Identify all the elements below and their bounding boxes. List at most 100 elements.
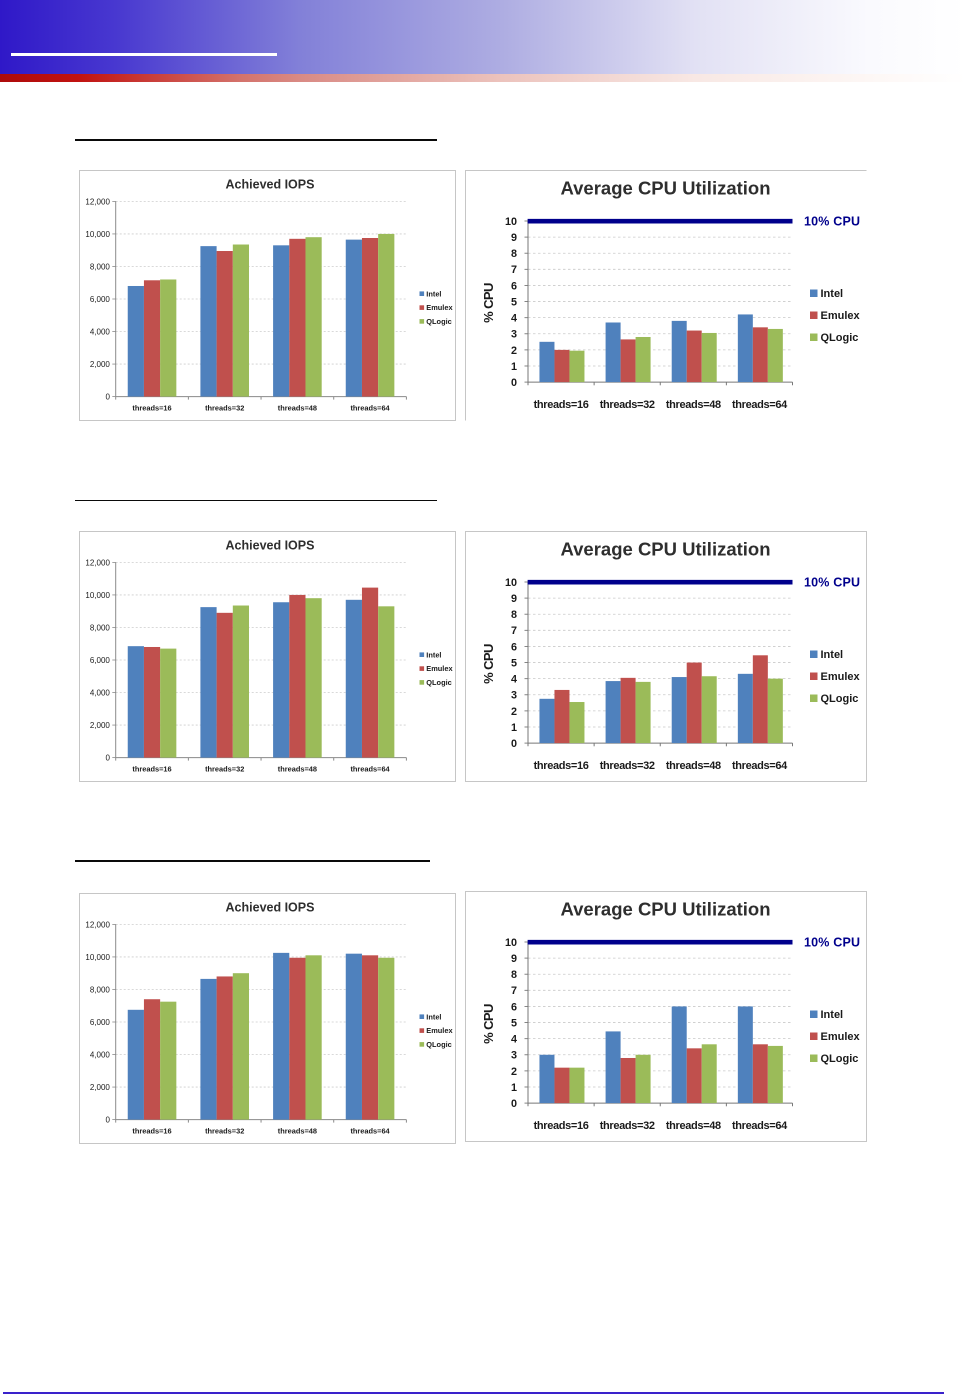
svg-text:6,000: 6,000 bbox=[90, 1018, 111, 1027]
svg-text:threads=48: threads=48 bbox=[666, 399, 721, 411]
svg-text:1: 1 bbox=[511, 722, 517, 734]
svg-text:8,000: 8,000 bbox=[90, 985, 111, 994]
svg-text:Emulex: Emulex bbox=[426, 664, 453, 673]
svg-text:8: 8 bbox=[511, 248, 517, 260]
svg-text:0: 0 bbox=[511, 738, 517, 750]
svg-text:4: 4 bbox=[511, 1034, 517, 1046]
svg-text:Average CPU Utilization: Average CPU Utilization bbox=[560, 899, 770, 920]
svg-text:Intel: Intel bbox=[821, 649, 844, 661]
svg-text:threads=64: threads=64 bbox=[732, 1120, 788, 1132]
svg-text:threads=48: threads=48 bbox=[278, 765, 317, 774]
svg-text:Intel: Intel bbox=[821, 288, 844, 300]
svg-text:6: 6 bbox=[511, 641, 517, 653]
svg-text:4,000: 4,000 bbox=[90, 327, 111, 336]
svg-text:7: 7 bbox=[511, 985, 517, 997]
svg-text:QLogic: QLogic bbox=[821, 693, 859, 705]
svg-text:threads=64: threads=64 bbox=[350, 404, 390, 413]
svg-text:threads=32: threads=32 bbox=[600, 1120, 655, 1132]
svg-text:2,000: 2,000 bbox=[90, 360, 111, 369]
svg-text:threads=16: threads=16 bbox=[132, 404, 171, 413]
svg-text:3: 3 bbox=[511, 329, 517, 341]
svg-text:Emulex: Emulex bbox=[426, 303, 453, 312]
svg-text:% CPU: % CPU bbox=[481, 283, 496, 323]
svg-text:5: 5 bbox=[511, 1017, 517, 1029]
svg-text:Intel: Intel bbox=[426, 1012, 441, 1021]
svg-text:threads=32: threads=32 bbox=[600, 399, 655, 411]
svg-text:threads=32: threads=32 bbox=[205, 404, 244, 413]
svg-text:2: 2 bbox=[511, 706, 517, 718]
svg-text:Average CPU Utilization: Average CPU Utilization bbox=[560, 178, 770, 199]
svg-text:Intel: Intel bbox=[821, 1009, 844, 1021]
svg-text:2,000: 2,000 bbox=[90, 1083, 111, 1092]
svg-text:10,000: 10,000 bbox=[85, 230, 110, 239]
svg-text:threads=64: threads=64 bbox=[350, 765, 390, 774]
svg-text:5: 5 bbox=[511, 657, 517, 669]
svg-text:10: 10 bbox=[505, 216, 517, 228]
svg-text:Intel: Intel bbox=[426, 650, 441, 659]
svg-text:0: 0 bbox=[511, 1098, 517, 1110]
svg-text:threads=16: threads=16 bbox=[534, 760, 589, 772]
svg-text:threads=64: threads=64 bbox=[732, 399, 788, 411]
svg-text:0: 0 bbox=[105, 754, 110, 763]
svg-text:7: 7 bbox=[511, 625, 517, 637]
svg-text:% CPU: % CPU bbox=[481, 1004, 496, 1044]
svg-text:QLogic: QLogic bbox=[821, 1053, 859, 1065]
svg-text:8,000: 8,000 bbox=[90, 262, 111, 271]
svg-text:threads=16: threads=16 bbox=[132, 765, 171, 774]
svg-text:threads=64: threads=64 bbox=[350, 1127, 390, 1136]
svg-text:5: 5 bbox=[511, 296, 517, 308]
svg-text:threads=16: threads=16 bbox=[132, 1127, 171, 1136]
svg-text:1: 1 bbox=[511, 361, 517, 373]
svg-text:QLogic: QLogic bbox=[426, 1040, 451, 1049]
svg-text:Emulex: Emulex bbox=[821, 310, 861, 322]
svg-text:9: 9 bbox=[511, 232, 517, 244]
svg-text:0: 0 bbox=[105, 1116, 110, 1125]
svg-text:4: 4 bbox=[511, 674, 517, 686]
svg-text:threads=48: threads=48 bbox=[278, 1127, 317, 1136]
svg-text:Achieved IOPS: Achieved IOPS bbox=[226, 901, 315, 915]
svg-text:threads=32: threads=32 bbox=[205, 765, 244, 774]
svg-text:1: 1 bbox=[511, 1082, 517, 1094]
svg-text:10% CPU: 10% CPU bbox=[804, 575, 860, 589]
svg-text:6: 6 bbox=[511, 1001, 517, 1013]
svg-text:QLogic: QLogic bbox=[426, 317, 451, 326]
svg-text:6,000: 6,000 bbox=[90, 656, 111, 665]
svg-text:9: 9 bbox=[511, 593, 517, 605]
svg-text:threads=48: threads=48 bbox=[666, 1120, 721, 1132]
svg-text:10,000: 10,000 bbox=[85, 591, 110, 600]
svg-text:threads=48: threads=48 bbox=[666, 760, 721, 772]
svg-text:threads=32: threads=32 bbox=[205, 1127, 244, 1136]
svg-text:8: 8 bbox=[511, 609, 517, 621]
svg-text:Intel: Intel bbox=[426, 289, 441, 298]
svg-text:10: 10 bbox=[505, 937, 517, 949]
svg-text:8,000: 8,000 bbox=[90, 623, 111, 632]
svg-text:8: 8 bbox=[511, 969, 517, 981]
svg-text:Achieved IOPS: Achieved IOPS bbox=[226, 178, 315, 192]
svg-text:7: 7 bbox=[511, 264, 517, 276]
svg-text:3: 3 bbox=[511, 690, 517, 702]
svg-text:10,000: 10,000 bbox=[85, 953, 110, 962]
svg-text:threads=48: threads=48 bbox=[278, 404, 317, 413]
svg-text:6: 6 bbox=[511, 280, 517, 292]
svg-text:6,000: 6,000 bbox=[90, 295, 111, 304]
svg-text:2: 2 bbox=[511, 1066, 517, 1078]
svg-text:9: 9 bbox=[511, 953, 517, 965]
svg-text:12,000: 12,000 bbox=[85, 920, 110, 929]
svg-text:3: 3 bbox=[511, 1050, 517, 1062]
svg-text:QLogic: QLogic bbox=[426, 678, 451, 687]
svg-text:Average CPU Utilization: Average CPU Utilization bbox=[560, 539, 770, 560]
svg-text:4,000: 4,000 bbox=[90, 688, 111, 697]
svg-text:0: 0 bbox=[511, 377, 517, 389]
svg-text:Emulex: Emulex bbox=[821, 1031, 861, 1043]
svg-text:12,000: 12,000 bbox=[85, 558, 110, 567]
svg-text:2: 2 bbox=[511, 345, 517, 357]
svg-text:10% CPU: 10% CPU bbox=[804, 214, 860, 228]
svg-text:4,000: 4,000 bbox=[90, 1050, 111, 1059]
svg-text:threads=16: threads=16 bbox=[534, 1120, 589, 1132]
svg-text:threads=64: threads=64 bbox=[732, 760, 788, 772]
svg-text:10% CPU: 10% CPU bbox=[804, 935, 860, 949]
svg-text:4: 4 bbox=[511, 313, 517, 325]
svg-text:threads=32: threads=32 bbox=[600, 760, 655, 772]
svg-text:12,000: 12,000 bbox=[85, 197, 110, 206]
svg-text:2,000: 2,000 bbox=[90, 721, 111, 730]
